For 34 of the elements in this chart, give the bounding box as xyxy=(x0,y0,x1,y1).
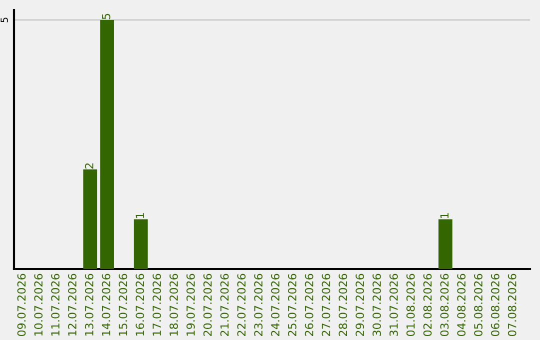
x-tick-label: 15.07.2026 xyxy=(118,274,128,336)
data-label: 5 xyxy=(102,14,110,20)
x-tick-label: 16.07.2026 xyxy=(136,274,144,336)
x-tick-label: 31.07.2026 xyxy=(389,274,398,336)
data-label: 1 xyxy=(136,213,144,218)
x-tick-label: 27.07.2026 xyxy=(322,274,330,336)
x-tick-label: 17.07.2026 xyxy=(152,274,162,336)
x-tick-label: 12.07.2026 xyxy=(68,274,76,336)
x-tick-label: 29.07.2026 xyxy=(356,274,364,336)
x-tick-label: 01.08.2026 xyxy=(406,274,415,336)
data-label: 1 xyxy=(440,213,448,218)
x-tick-label: 25.07.2026 xyxy=(288,274,296,336)
x-tick-label: 30.07.2026 xyxy=(372,274,381,336)
data-label: 2 xyxy=(84,163,94,169)
x-tick-label: 19.07.2026 xyxy=(186,274,195,336)
x-tick-label: 23.07.2026 xyxy=(254,274,263,336)
x-tick-label: 07.08.2026 xyxy=(508,274,516,336)
x-tick-label: 20.07.2026 xyxy=(203,274,212,336)
x-tick-label: 22.07.2026 xyxy=(237,274,246,336)
x-tick-label: 10.07.2026 xyxy=(34,274,43,336)
x-tick-label: 24.07.2026 xyxy=(271,274,280,336)
x-tick-label: 04.08.2026 xyxy=(457,274,466,336)
x-tick-label: 13.07.2026 xyxy=(84,274,94,336)
x-tick-label: 14.07.2026 xyxy=(102,274,110,336)
x-tick-label: 28.07.2026 xyxy=(338,274,348,336)
x-tick-label: 09.07.2026 xyxy=(17,274,26,336)
x-tick-label: 02.08.2026 xyxy=(423,274,432,336)
x-tick-label: 21.07.2026 xyxy=(220,274,229,336)
x-tick-label: 11.07.2026 xyxy=(51,274,60,336)
x-tick-label: 05.08.2026 xyxy=(474,274,482,336)
x-tick-label: 06.08.2026 xyxy=(490,274,500,336)
x-tick-label: 03.08.2026 xyxy=(440,274,449,336)
x-tick-label: 18.07.2026 xyxy=(170,274,178,336)
x-tick-label: 26.07.2026 xyxy=(304,274,314,336)
